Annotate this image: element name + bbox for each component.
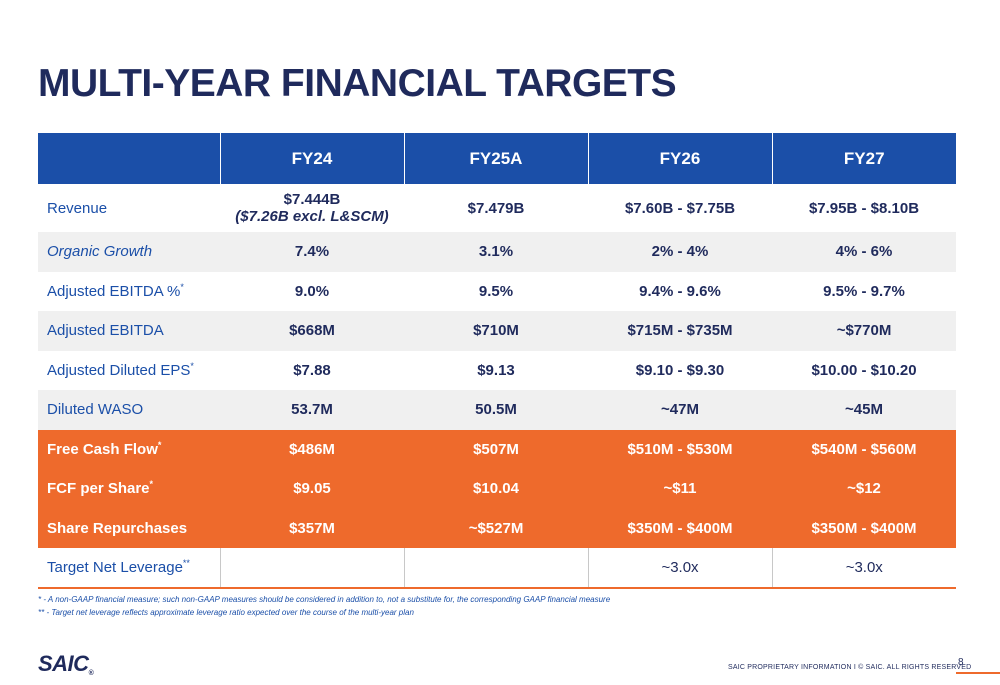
adjusted-ebitda-pct-label: Adjusted EBITDA % [47, 282, 181, 300]
table-row-adjusted-ebitda: Adjusted EBITDA $668M $710M $715M - $735… [38, 311, 956, 351]
header-blank [38, 133, 220, 184]
cell-fcf-share-fy26: ~$11 [588, 469, 772, 509]
target-net-leverage-label: Target Net Leverage [47, 559, 183, 576]
row-label-target-net-leverage: Target Net Leverage** [38, 548, 220, 589]
footnote-mark: * [180, 281, 184, 292]
cell-fcf-fy26: $510M - $530M [588, 429, 772, 469]
cell-organic-growth-fy27: 4% - 6% [772, 232, 956, 272]
cell-fcf-fy24: $486M [220, 429, 404, 469]
cell-leverage-fy27: ~3.0x [771, 548, 956, 589]
footnotes: * - A non-GAAP financial measure; such n… [38, 593, 610, 619]
footnote-mark: * [157, 439, 162, 450]
cell-leverage-fy26: ~3.0x [587, 548, 772, 589]
cell-repurchases-fy26: $350M - $400M [588, 508, 772, 548]
revenue-fy24-note: ($7.26B excl. L&SCM) [235, 208, 389, 225]
cell-fcf-share-fy25: $10.04 [404, 469, 588, 509]
table-row-revenue: Revenue $7.444B ($7.26B excl. L&SCM) $7.… [38, 184, 956, 232]
footnote-mark: * [149, 479, 154, 490]
table-row-share-repurchases: Share Repurchases $357M ~$527M $350M - $… [38, 508, 956, 548]
table-header-row: FY24 FY25A FY26 FY27 [38, 133, 956, 184]
cell-adjusted-ebitda-fy24: $668M [220, 311, 404, 351]
cell-leverage-fy24 [219, 548, 404, 589]
footnote-non-gaap: * - A non-GAAP financial measure; such n… [38, 595, 611, 604]
cell-revenue-fy26: $7.60B - $7.75B [588, 184, 772, 232]
footnote-mark: ** [182, 558, 190, 568]
row-label-fcf-per-share: FCF per Share* [38, 469, 220, 509]
table-row-organic-growth: Organic Growth 7.4% 3.1% 2% - 4% 4% - 6% [38, 232, 956, 272]
cell-leverage-fy25 [403, 548, 588, 589]
cell-repurchases-fy24: $357M [220, 508, 404, 548]
cell-adjusted-ebitda-fy26: $715M - $735M [588, 311, 772, 351]
cell-organic-growth-fy24: 7.4% [220, 232, 404, 272]
fcf-per-share-label: FCF per Share [47, 480, 150, 498]
cell-adjusted-ebitda-pct-fy24: 9.0% [220, 271, 404, 311]
row-label-diluted-waso: Diluted WASO [38, 390, 220, 430]
cell-repurchases-fy25: ~$527M [404, 508, 588, 548]
table-row-adjusted-diluted-eps: Adjusted Diluted EPS* $7.88 $9.13 $9.10 … [38, 350, 956, 390]
financial-targets-table: FY24 FY25A FY26 FY27 Revenue $7.444B ($7… [38, 133, 956, 589]
cell-revenue-fy25: $7.479B [404, 184, 588, 232]
cell-fcf-share-fy27: ~$12 [772, 469, 956, 509]
row-label-free-cash-flow: Free Cash Flow* [38, 429, 220, 469]
header-fy26: FY26 [587, 133, 772, 184]
table-row-target-net-leverage: Target Net Leverage** ~3.0x ~3.0x [38, 548, 956, 589]
table-row-free-cash-flow: Free Cash Flow* $486M $507M $510M - $530… [38, 429, 956, 469]
adjusted-diluted-eps-label: Adjusted Diluted EPS [47, 361, 191, 379]
page-title: MULTI-YEAR FINANCIAL TARGETS [38, 62, 677, 105]
row-label-adjusted-diluted-eps: Adjusted Diluted EPS* [38, 350, 220, 390]
cell-adjusted-eps-fy27: $10.00 - $10.20 [772, 350, 956, 390]
revenue-fy24-value: $7.444B [283, 191, 341, 208]
footer-accent-line [956, 672, 1000, 674]
cell-fcf-fy25: $507M [404, 429, 588, 469]
cell-adjusted-ebitda-fy25: $710M [404, 311, 588, 351]
cell-fcf-fy27: $540M - $560M [772, 429, 956, 469]
cell-adjusted-eps-fy24: $7.88 [220, 350, 404, 390]
cell-waso-fy26: ~47M [588, 390, 772, 430]
cell-waso-fy24: 53.7M [220, 390, 404, 430]
row-label-organic-growth: Organic Growth [38, 232, 220, 272]
logo-text: SAIC [38, 651, 89, 676]
cell-adjusted-ebitda-fy27: ~$770M [772, 311, 956, 351]
cell-organic-growth-fy25: 3.1% [404, 232, 588, 272]
header-fy24: FY24 [219, 133, 404, 184]
cell-revenue-fy27: $7.95B - $8.10B [772, 184, 956, 232]
cell-adjusted-ebitda-pct-fy27: 9.5% - 9.7% [772, 271, 956, 311]
cell-adjusted-eps-fy26: $9.10 - $9.30 [588, 350, 772, 390]
header-fy25a: FY25A [403, 133, 588, 184]
footnote-leverage: ** - Target net leverage reflects approx… [38, 608, 414, 617]
table-row-fcf-per-share: FCF per Share* $9.05 $10.04 ~$11 ~$12 [38, 469, 956, 509]
cell-adjusted-ebitda-pct-fy26: 9.4% - 9.6% [588, 271, 772, 311]
table-row-diluted-waso: Diluted WASO 53.7M 50.5M ~47M ~45M [38, 390, 956, 430]
row-label-adjusted-ebitda: Adjusted EBITDA [38, 311, 220, 351]
row-label-revenue: Revenue [38, 184, 220, 232]
cell-fcf-share-fy24: $9.05 [220, 469, 404, 509]
cell-revenue-fy24: $7.444B ($7.26B excl. L&SCM) [220, 184, 404, 232]
page-number: 8 [958, 657, 964, 668]
row-label-adjusted-ebitda-pct: Adjusted EBITDA %* [38, 271, 220, 311]
cell-adjusted-eps-fy25: $9.13 [404, 350, 588, 390]
cell-waso-fy27: ~45M [772, 390, 956, 430]
cell-repurchases-fy27: $350M - $400M [772, 508, 956, 548]
cell-organic-growth-fy26: 2% - 4% [588, 232, 772, 272]
logo-registered-mark: ® [88, 670, 94, 677]
cell-waso-fy25: 50.5M [404, 390, 588, 430]
footnote-mark: * [190, 360, 194, 371]
row-label-share-repurchases: Share Repurchases [38, 508, 220, 548]
saic-logo: SAIC® [38, 651, 94, 677]
free-cash-flow-label: Free Cash Flow [47, 440, 158, 458]
cell-adjusted-ebitda-pct-fy25: 9.5% [404, 271, 588, 311]
table-row-adjusted-ebitda-pct: Adjusted EBITDA %* 9.0% 9.5% 9.4% - 9.6%… [38, 271, 956, 311]
footer-proprietary-notice: SAIC PROPRIETARY INFORMATION I © SAIC. A… [728, 664, 972, 671]
header-fy27: FY27 [771, 133, 956, 184]
